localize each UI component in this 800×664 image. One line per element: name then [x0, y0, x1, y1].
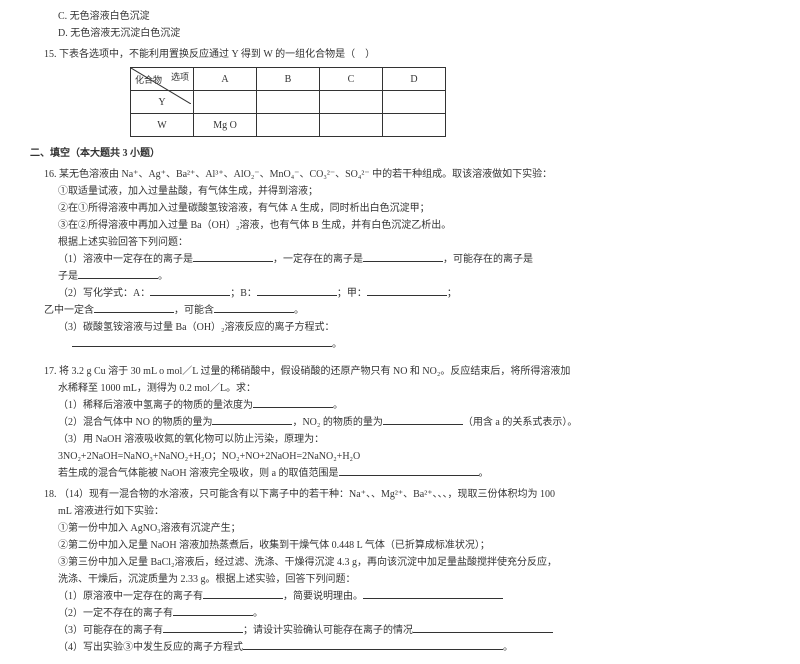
- q18-stem: 18. （14）现有一混合物的水溶液，只可能含有以下离子中的若干种：Na⁺、、M…: [44, 486, 770, 503]
- q18-s1: ①第一份中加入 AgNO₃溶液有沉淀产生；: [58, 520, 770, 537]
- q18-p1: （1）原溶液中一定存在的离子有，简要说明理由。: [58, 588, 770, 605]
- q18-p2: （2）一定不存在的离子有。: [58, 605, 770, 622]
- q16-p3-blank: 。: [72, 336, 770, 353]
- q18-s3b: 洗涤、干燥后，沉淀质量为 2.33 g。根据上述实验，回答下列问题：: [58, 571, 770, 588]
- q17-p3c: 若生成的混合气体能被 NaOH 溶液完全吸收，则 a 的取值范围是。: [58, 465, 770, 482]
- q17-p2: （2）混合气体中 NO 的物质的量为，NO₂ 的物质的量为（用含 a 的关系式表…: [58, 414, 770, 431]
- q16-p3: （3）碳酸氢铵溶液与过量 Ba（OH）₂溶液反应的离子方程式：: [58, 319, 770, 336]
- q18-p4: （4）写出实验③中发生反应的离子方程式。: [58, 639, 770, 656]
- q16-p1-end: 子是。: [58, 268, 770, 285]
- col-A: A: [194, 68, 257, 91]
- q17-stem2: 水稀释至 1000 mL，测得为 0.2 mol／L。求：: [58, 380, 770, 397]
- q16-stem: 16. 某无色溶液由 Na⁺、Ag⁺、Ba²⁺、Al³⁺、AlO₂⁻、MnO₄⁻…: [44, 166, 770, 183]
- q17-p3eq: 3NO₂+2NaOH=NaNO₃+NaNO₂+H₂O；NO₂+NO+2NaOH=…: [58, 448, 770, 465]
- q16-step3: ③在②所得溶液中再加入过量 Ba（OH）₂溶液，也有气体 B 生成，并有白色沉淀…: [58, 217, 770, 234]
- q16: 16. 某无色溶液由 Na⁺、Ag⁺、Ba²⁺、Al³⁺、AlO₂⁻、MnO₄⁻…: [30, 166, 770, 353]
- q18: 18. （14）现有一混合物的水溶液，只可能含有以下离子中的若干种：Na⁺、、M…: [30, 486, 770, 656]
- q17-p3: （3）用 NaOH 溶液吸收氮的氧化物可以防止污染，原理为：: [58, 431, 770, 448]
- q17: 17. 将 3.2 g Cu 溶于 30 mL o mol／L 过量的稀硝酸中，…: [30, 363, 770, 482]
- q16-p1: （1）溶液中一定存在的离子是，一定存在的离子是，可能存在的离子是: [58, 251, 770, 268]
- section-2-title: 二、填空（本大题共 3 小题）: [30, 145, 770, 162]
- q17-p1: （1）稀释后溶液中氢离子的物质的量浓度为。: [58, 397, 770, 414]
- q15-stem: 15. 下表各选项中，不能利用置换反应通过 Y 得到 W 的一组化合物是（ ）: [44, 46, 770, 63]
- q14-opt-d: D. 无色溶液无沉淀白色沉淀: [58, 25, 770, 42]
- q17-stem: 17. 将 3.2 g Cu 溶于 30 mL o mol／L 过量的稀硝酸中，…: [44, 363, 770, 380]
- q14-opt-c: C. 无色溶液白色沉淀: [58, 8, 770, 25]
- q18-stem2: mL 溶液进行如下实验：: [58, 503, 770, 520]
- q16-p2: （2）写化学式：A：；B：；甲：；: [58, 285, 770, 302]
- q18-s3: ③第三份中加入足量 BaCl₂溶液后，经过滤、洗涤、干燥得沉淀 4.3 g，再向…: [58, 554, 770, 571]
- q16-p2b: 乙中一定含，可能含。: [44, 302, 770, 319]
- q16-step4: 根据上述实验回答下列问题：: [58, 234, 770, 251]
- q16-step2: ②在①所得溶液中再加入过量碳酸氢铵溶液，有气体 A 生成，同时析出白色沉淀甲；: [58, 200, 770, 217]
- q18-p3: （3）可能存在的离子有；请设计实验确认可能存在离子的情况: [58, 622, 770, 639]
- col-C: C: [320, 68, 383, 91]
- q18-s2: ②第二份中加入足量 NaOH 溶液加热蒸煮后，收集到干燥气体 0.448 L 气…: [58, 537, 770, 554]
- col-D: D: [383, 68, 446, 91]
- table-row: W Mg O: [131, 114, 446, 137]
- col-B: B: [257, 68, 320, 91]
- q15-table: 选项 化合物 A B C D Y W Mg O: [130, 67, 446, 137]
- table-diag-cell: 选项 化合物: [131, 68, 194, 91]
- q15: 15. 下表各选项中，不能利用置换反应通过 Y 得到 W 的一组化合物是（ ） …: [30, 46, 770, 137]
- q16-step1: ①取适量试液，加入过量盐酸，有气体生成，并得到溶液；: [58, 183, 770, 200]
